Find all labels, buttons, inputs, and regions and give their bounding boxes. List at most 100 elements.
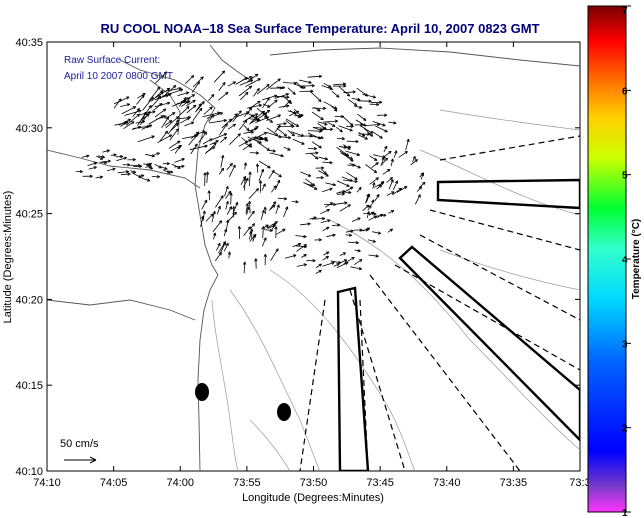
current-vector xyxy=(270,248,279,261)
current-vector xyxy=(227,123,236,130)
current-vector xyxy=(300,222,311,226)
current-vector xyxy=(371,130,383,139)
current-vector xyxy=(148,86,161,102)
current-vector xyxy=(388,210,395,214)
current-vector xyxy=(113,96,130,105)
current-vector xyxy=(317,121,328,126)
current-vector xyxy=(347,163,356,167)
current-vector xyxy=(142,104,152,119)
current-vector xyxy=(244,107,253,117)
current-vector xyxy=(250,223,255,230)
current-vector xyxy=(137,135,155,143)
current-vector xyxy=(99,160,108,165)
current-vector xyxy=(174,145,181,154)
current-vector xyxy=(336,146,350,157)
contour-g xyxy=(439,249,580,291)
current-vector xyxy=(246,112,260,122)
current-vector xyxy=(336,180,350,187)
staten-island-coast xyxy=(119,59,219,276)
current-vector xyxy=(322,160,333,165)
current-vector xyxy=(117,170,130,174)
current-vector xyxy=(154,163,162,169)
current-vector xyxy=(223,228,228,237)
current-vector xyxy=(342,179,358,183)
current-vector xyxy=(254,258,258,269)
current-vector xyxy=(346,172,358,180)
current-vector xyxy=(358,132,371,136)
current-vector xyxy=(306,258,316,263)
current-vector xyxy=(179,106,190,116)
current-vector xyxy=(249,151,259,155)
current-vector xyxy=(206,112,224,119)
raritan-shore xyxy=(47,149,201,189)
lane-line xyxy=(299,299,326,471)
current-vector xyxy=(198,131,208,143)
current-vector xyxy=(101,159,111,163)
current-vector xyxy=(362,204,370,211)
current-vector xyxy=(311,141,322,149)
current-vector xyxy=(238,119,248,131)
contour-f xyxy=(439,109,580,131)
current-vector xyxy=(214,252,222,262)
current-vector xyxy=(243,162,248,170)
current-vector xyxy=(164,120,173,126)
current-vector xyxy=(229,133,241,145)
current-vector xyxy=(320,127,334,132)
contour-c xyxy=(269,269,416,471)
current-vector xyxy=(368,215,378,221)
current-vector xyxy=(147,166,153,170)
current-vector xyxy=(253,88,260,97)
current-vector xyxy=(388,121,397,125)
colorbar xyxy=(587,5,627,513)
current-vector xyxy=(266,78,281,90)
current-vector xyxy=(345,150,360,156)
current-vector xyxy=(280,135,292,140)
current-vector xyxy=(282,95,292,104)
x-tick-label: 73:3 xyxy=(569,477,590,489)
current-vector xyxy=(330,260,342,264)
current-vector xyxy=(260,209,265,220)
current-vector xyxy=(130,170,137,174)
current-vector xyxy=(343,256,355,265)
current-vector xyxy=(250,131,268,141)
current-vector xyxy=(275,204,280,214)
current-vector xyxy=(344,186,354,192)
colorbar-tick-label: 3 xyxy=(622,339,628,350)
current-vector xyxy=(131,125,142,130)
current-vector xyxy=(336,192,345,196)
current-vector xyxy=(279,124,295,129)
current-vector xyxy=(137,92,146,99)
current-vector xyxy=(154,101,171,108)
current-vector xyxy=(142,96,154,111)
contour-h xyxy=(249,419,291,471)
current-vector xyxy=(186,104,197,114)
current-vector xyxy=(318,156,328,161)
y-tick-label: 40:25 xyxy=(15,209,43,221)
current-vector xyxy=(242,261,247,274)
current-vector xyxy=(223,242,229,252)
current-vector xyxy=(322,226,330,232)
current-vector xyxy=(154,152,160,156)
current-vector xyxy=(115,154,124,159)
colorbar-tick-label: 4 xyxy=(622,255,628,266)
current-vector xyxy=(322,261,335,267)
current-vector xyxy=(353,259,363,266)
current-vector xyxy=(369,177,379,185)
lane-line xyxy=(419,234,580,321)
x-tick-label: 74:10 xyxy=(33,477,61,489)
current-vector xyxy=(354,249,361,253)
current-vector xyxy=(261,224,269,230)
current-vector xyxy=(275,95,290,99)
current-vector xyxy=(209,140,219,146)
current-vector xyxy=(227,251,231,259)
current-vector xyxy=(416,186,423,192)
current-vector xyxy=(345,233,353,237)
current-vector xyxy=(325,182,336,187)
current-vector xyxy=(141,124,153,130)
current-vector xyxy=(139,110,156,115)
current-vector xyxy=(350,266,363,271)
current-vector xyxy=(137,111,147,126)
current-vector xyxy=(168,140,181,149)
x-tick-label: 73:45 xyxy=(366,477,394,489)
